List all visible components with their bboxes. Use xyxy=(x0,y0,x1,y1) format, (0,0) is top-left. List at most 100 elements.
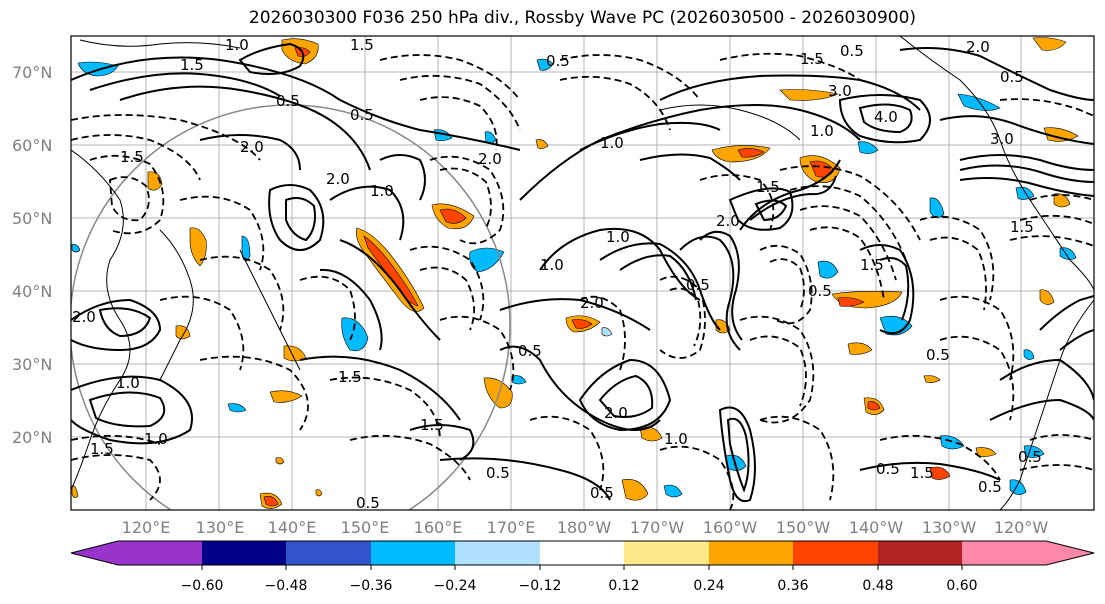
contour-line xyxy=(71,134,201,181)
latitude-labels: 70°N 60°N 50°N 40°N 30°N 20°N xyxy=(12,63,52,447)
contour-line xyxy=(429,155,505,245)
contour-line xyxy=(399,74,521,131)
contour-line xyxy=(579,295,626,371)
contour-label: 4.0 xyxy=(874,108,898,126)
div-patch xyxy=(1023,445,1045,458)
contour-line xyxy=(939,295,1015,381)
contour-line xyxy=(1029,434,1094,441)
contour-label: 1.0 xyxy=(810,122,834,140)
contour-line xyxy=(578,358,672,432)
contour-label: 1.5 xyxy=(90,440,114,458)
colorbar xyxy=(70,540,1095,570)
div-patch xyxy=(1039,289,1055,305)
contour-label: 1.5 xyxy=(120,148,144,166)
contour-labels: 1.0 1.5 0.5 2.0 1.5 0.5 1.5 0.5 2.0 1.0 … xyxy=(72,36,1042,512)
coastline xyxy=(159,229,194,381)
div-patch xyxy=(227,403,247,413)
contour-line xyxy=(759,415,835,501)
contour-line xyxy=(759,244,813,325)
contour-line xyxy=(899,47,1094,101)
div-patch xyxy=(341,317,369,352)
plot-area xyxy=(71,36,1094,510)
div-patch xyxy=(1023,349,1035,360)
contour-line xyxy=(419,266,476,331)
contour-line xyxy=(779,165,921,241)
div-patch xyxy=(837,297,865,307)
contour-label: 0.5 xyxy=(686,276,710,294)
div-patch xyxy=(1053,193,1071,208)
contour-line xyxy=(499,345,661,431)
div-patch xyxy=(1032,37,1067,51)
lat-label: 40°N xyxy=(12,282,52,301)
contour-line xyxy=(999,98,1094,117)
contour-line xyxy=(679,235,741,351)
contour-line xyxy=(809,226,885,301)
contour-label: 0.5 xyxy=(518,342,542,360)
contour-line xyxy=(409,424,475,461)
lon-label: 160°W xyxy=(703,518,758,537)
lon-label: 180°W xyxy=(557,518,612,537)
lon-label: 130°E xyxy=(196,518,245,537)
lon-label: 140°E xyxy=(268,518,317,537)
contour-line xyxy=(159,295,245,371)
colorbar-segment xyxy=(709,541,793,565)
contour-line xyxy=(659,445,735,510)
contour-line xyxy=(319,268,383,351)
contour-label: 3.0 xyxy=(990,130,1014,148)
contour-line xyxy=(659,74,921,111)
contour-label: 1.5 xyxy=(338,368,362,386)
contour-line xyxy=(879,434,1001,481)
lat-label: 70°N xyxy=(12,63,52,82)
div-patch xyxy=(923,375,941,383)
contour-line xyxy=(1029,194,1094,201)
contour-line xyxy=(339,239,441,341)
lon-label: 160°E xyxy=(414,518,463,537)
contour-label: 1.5 xyxy=(350,36,374,54)
contour-line xyxy=(285,197,316,242)
contour-line xyxy=(89,72,281,97)
contour-line xyxy=(1019,214,1094,225)
contour-line xyxy=(71,114,261,161)
contour-line xyxy=(268,184,325,251)
div-patch xyxy=(147,171,163,191)
gridlines xyxy=(71,36,1094,510)
contour-label: 0.5 xyxy=(876,460,900,478)
contour-line xyxy=(858,103,913,134)
contour-label: 2.0 xyxy=(478,150,502,168)
div-patch xyxy=(1043,127,1079,142)
divergence-fill xyxy=(71,37,1079,509)
contour-label: 2.0 xyxy=(326,170,350,188)
lon-label: 150°E xyxy=(341,518,390,537)
rossby-wave-circle xyxy=(71,104,511,510)
div-patch xyxy=(511,375,527,385)
contour-label: 0.5 xyxy=(1000,68,1024,86)
colorbar-segment xyxy=(455,541,540,565)
contour-label: 0.5 xyxy=(978,478,1002,496)
contour-line xyxy=(559,75,671,131)
contour-label: 0.5 xyxy=(1018,448,1042,466)
contour-label: 2.0 xyxy=(580,294,604,312)
contour-line xyxy=(659,275,706,359)
contour-line xyxy=(929,236,987,311)
contour-line xyxy=(728,187,794,231)
contour-line xyxy=(329,376,441,441)
contour-line xyxy=(299,275,356,341)
lat-label: 60°N xyxy=(12,136,52,155)
lon-label: 130°W xyxy=(922,518,977,537)
colorbar-outline xyxy=(70,540,1095,566)
contour-label: 2.0 xyxy=(716,212,740,230)
contour-line xyxy=(559,54,701,101)
contour-line xyxy=(419,96,498,151)
div-patch xyxy=(535,139,549,149)
contour-label: 3.0 xyxy=(828,82,852,100)
contour-line xyxy=(329,185,405,241)
contour-line xyxy=(939,335,1015,421)
div-patch xyxy=(275,457,285,465)
contour-line xyxy=(519,104,861,201)
colorbar-tick-label: 0.36 xyxy=(777,578,808,594)
contour-line xyxy=(838,94,931,144)
contour-label: 1.0 xyxy=(225,36,249,54)
colorbar-segment xyxy=(202,541,286,565)
colorbar-segment xyxy=(962,541,1046,565)
colorbar-segment xyxy=(624,541,709,565)
